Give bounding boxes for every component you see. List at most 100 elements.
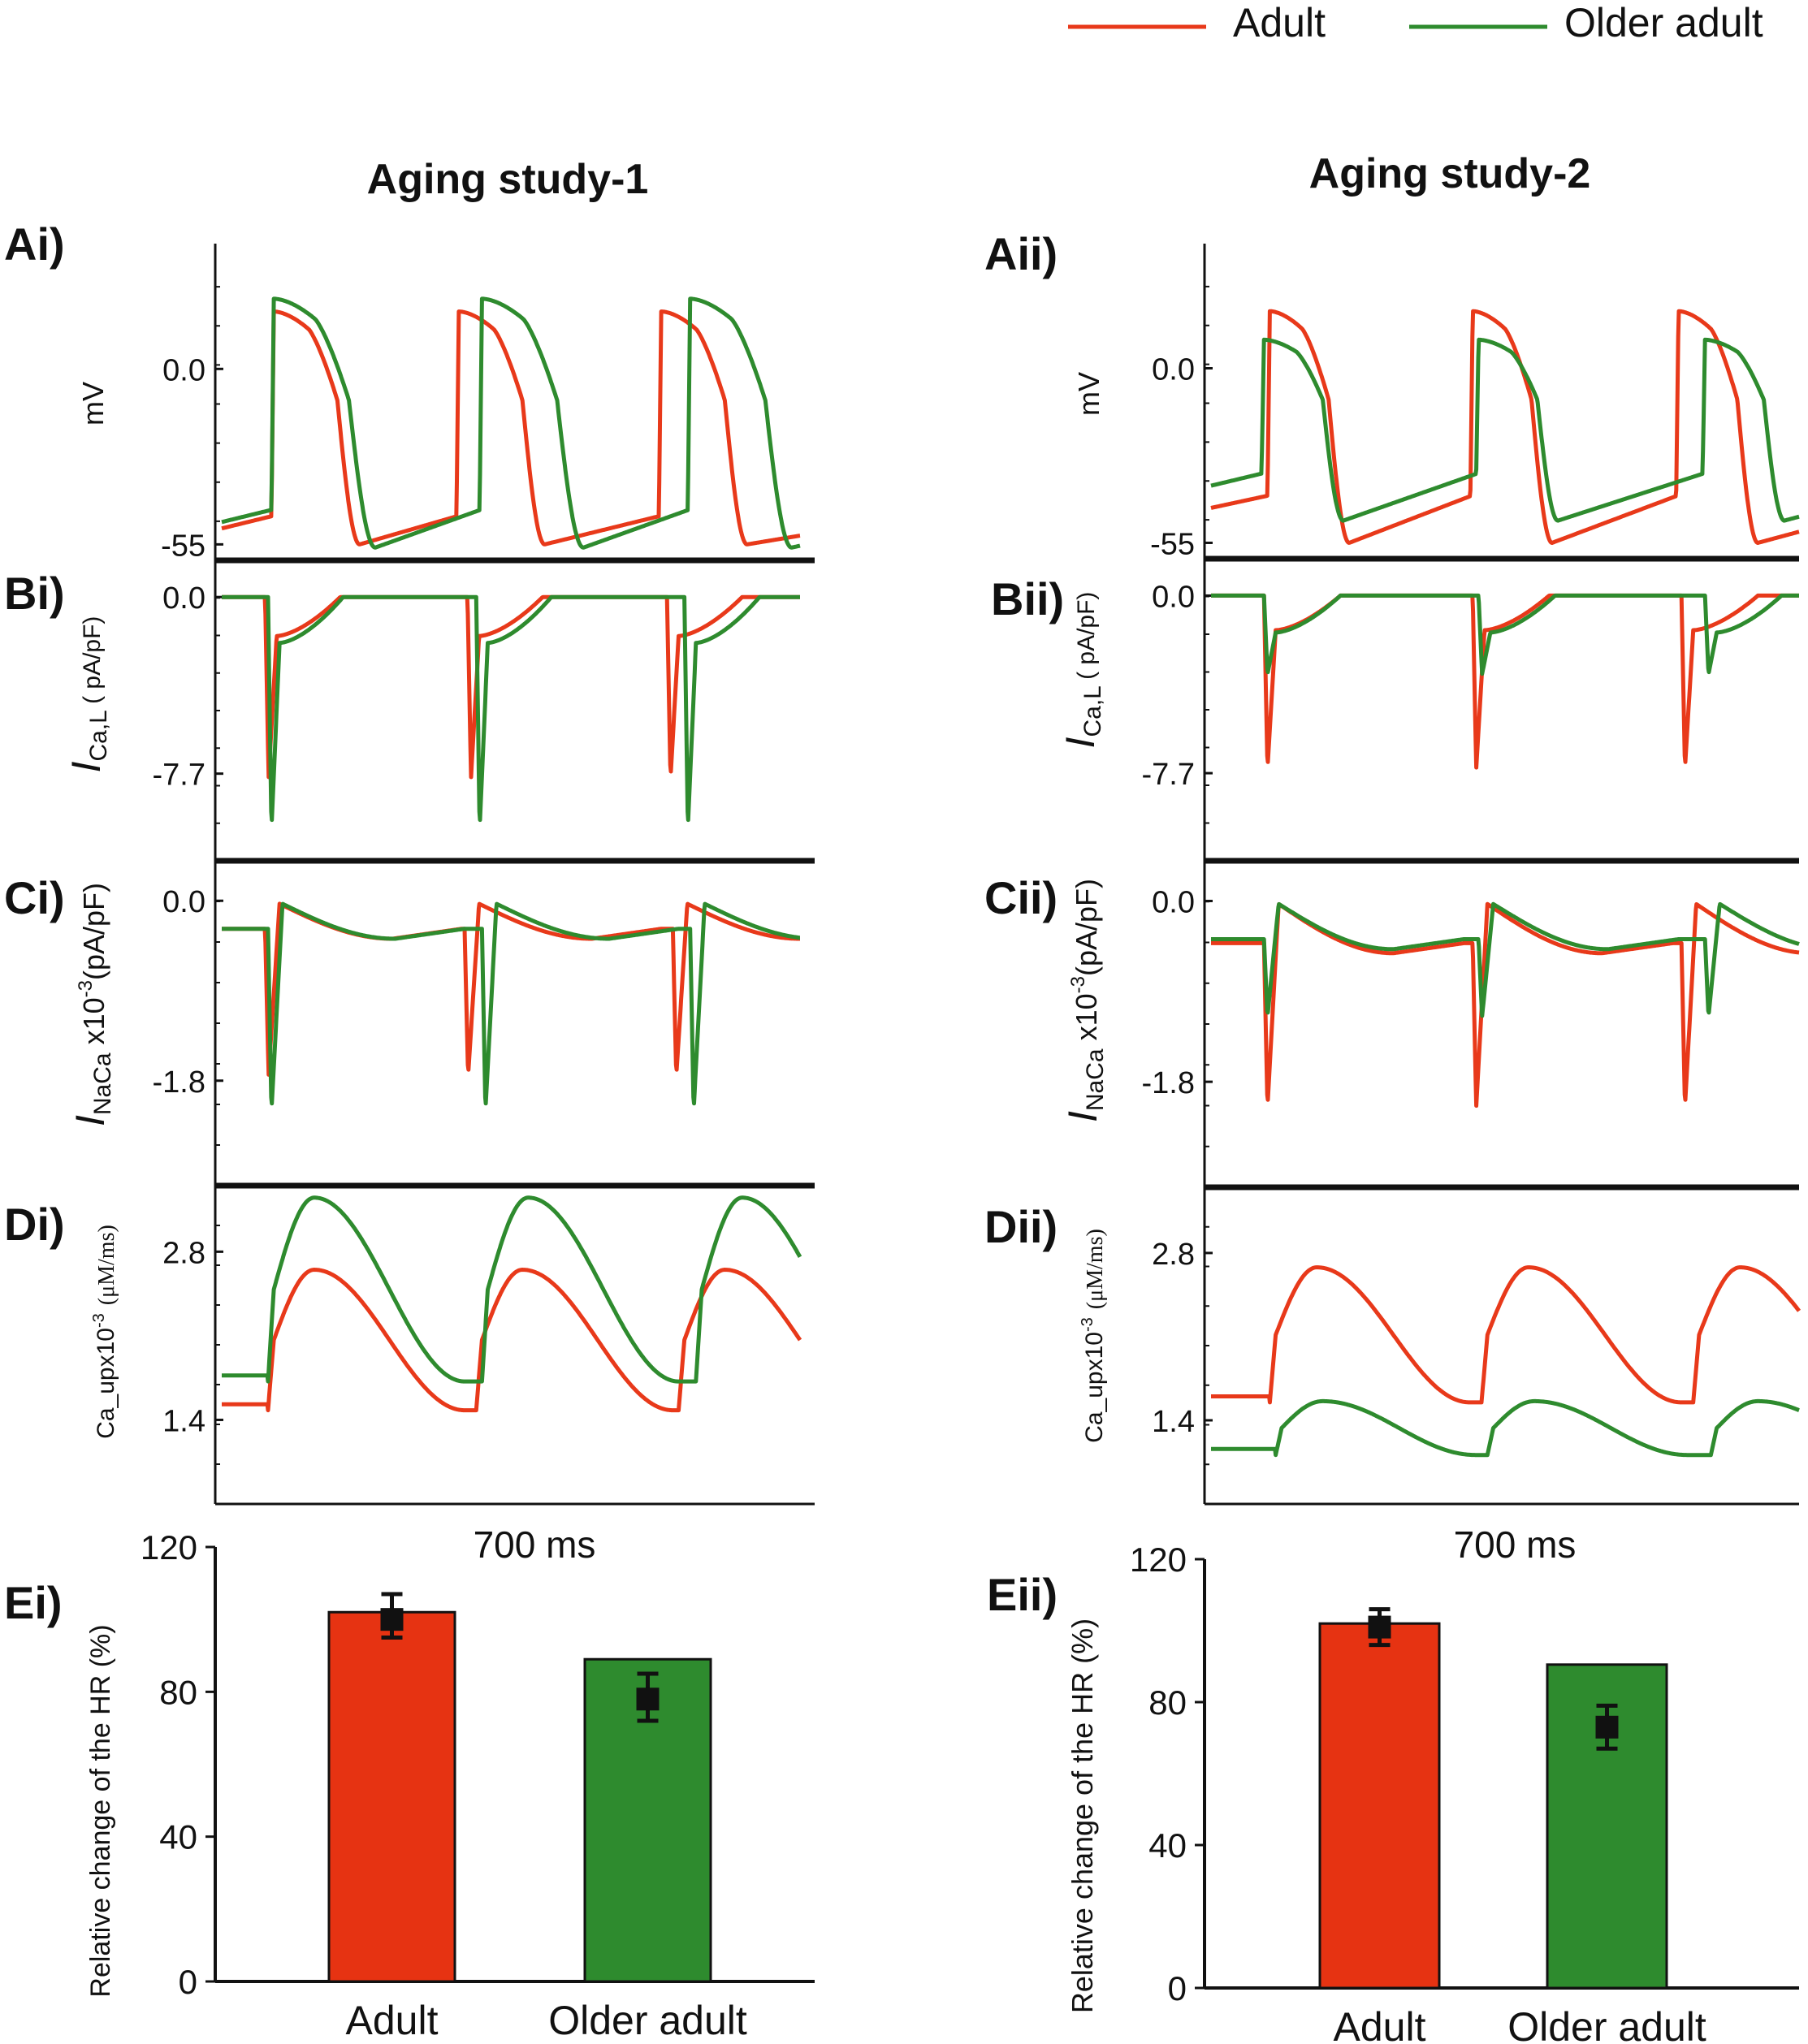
ylabel-Ci-sub: NaCa	[89, 1052, 116, 1115]
tick-label-Cii-1: -1.8	[1142, 1066, 1195, 1100]
tick-label-Aii-1: -55	[1150, 527, 1195, 561]
mean-marker-Eii-1	[1595, 1715, 1619, 1739]
category-label-Eii-0: Adult	[1334, 2004, 1426, 2044]
ylabel-Bi: ICa,L ( pA/pF)	[63, 616, 112, 773]
panel-label-Bii: Bii)	[991, 573, 1064, 624]
series-line-Di-older-adult	[220, 1195, 802, 1384]
ylabel-Bi-unit: ( pA/pF)	[79, 616, 106, 711]
panel-label-Ei: Ei)	[4, 1577, 63, 1628]
tick-label-Bii-1: -7.7	[1142, 758, 1195, 792]
trace-axes	[214, 244, 1799, 1506]
column-title-study-2: Aging study-2	[1309, 150, 1591, 197]
tick-label-Di-1: 1.4	[162, 1404, 205, 1438]
tick-label-Ci-1: -1.8	[153, 1065, 205, 1100]
ylabel-Ci-unit: (pA/pF)	[77, 883, 110, 980]
tick-label-Ei-2: 80	[159, 1673, 197, 1711]
tick-label-Eii-2: 80	[1148, 1683, 1187, 1722]
tick-label-Ei-1: 40	[159, 1818, 197, 1856]
series-line-Cii-older-adult	[1209, 901, 1801, 1018]
bar-Eii-adult	[1318, 1622, 1441, 1990]
series-line-Bi-adult	[220, 594, 802, 780]
mean-marker-Ei-1	[636, 1687, 660, 1711]
series-line-Bii-older-adult	[1209, 593, 1801, 676]
panel-labels: Ai) Bi) Ci) Di) Ei) Aii) Bii) Cii) Dii) …	[4, 218, 1064, 1628]
ylabel-Ai: mV	[76, 382, 110, 426]
legend: Adult Older adult	[1068, 0, 1763, 45]
tick-label-Dii-1: 1.4	[1152, 1405, 1195, 1439]
ylabel-Di-main: Ca_upx10	[93, 1328, 119, 1439]
tick-label-Aii-0: 0.0	[1152, 353, 1195, 387]
time-scale-label-col2: 700 ms	[1454, 1523, 1577, 1566]
panel-label-Eii: Eii)	[987, 1569, 1058, 1620]
tick-label-Eii-0: 0	[1168, 1969, 1187, 2007]
category-label-Ei-1: Older adult	[548, 1998, 747, 2043]
series-line-Ci-adult	[220, 901, 802, 1077]
plot-layer: 0.0 -55 0.0 -55 0.0 -7.7 0.0 -7.7 0.0 -1.8 0.0 -1.8…	[141, 285, 1802, 2044]
ylabel-Di-unit: (μM/ms)	[94, 1225, 119, 1305]
ylabel-Ei: Relative change of the HR (%)	[85, 1624, 116, 1997]
panel-label-Aii: Aii)	[984, 228, 1058, 279]
tick-label-Ai-1: -55	[161, 529, 205, 563]
legend-label-adult: Adult	[1233, 0, 1326, 45]
panel-label-Bi: Bi)	[4, 568, 65, 619]
ylabel-Bii: ICa,L ( pA/pF)	[1058, 592, 1106, 749]
ylabel-Bi-sub: Ca,L	[85, 711, 112, 762]
ylabel-Bii-main: I	[1058, 737, 1103, 748]
tick-label-Eii-3: 120	[1130, 1541, 1187, 1579]
series-line-Bii-adult	[1209, 593, 1801, 770]
column-title-study-1: Aging study-1	[367, 156, 649, 203]
ylabel-Ci-sup: -3	[75, 980, 97, 997]
series-line-Aii-older-adult	[1209, 337, 1801, 523]
ylabel-Cii-mid: x10	[1070, 993, 1103, 1048]
ylabel-Cii-sub: NaCa	[1082, 1048, 1109, 1111]
tick-label-Di-0: 2.8	[162, 1236, 205, 1270]
panel-label-Ci: Ci)	[4, 872, 65, 923]
ylabel-Cii: INaCa x10-3(pA/pF)	[1060, 879, 1109, 1122]
ylabel-Cii-unit: (pA/pF)	[1070, 879, 1103, 976]
mean-marker-Eii-0	[1368, 1615, 1391, 1639]
time-scale-label-col1: 700 ms	[474, 1523, 596, 1566]
ylabel-Di-sup: -3	[90, 1313, 108, 1328]
legend-label-older-adult: Older adult	[1564, 0, 1763, 45]
category-label-Eii-1: Older adult	[1507, 2004, 1706, 2044]
series-line-Dii-older-adult	[1209, 1398, 1801, 1458]
ylabel-Ci-main: I	[67, 1115, 113, 1126]
ylabel-Bii-sub: Ca,L	[1079, 686, 1106, 737]
ylabel-Ci: INaCa x10-3(pA/pF)	[67, 883, 116, 1126]
ylabel-Cii-main: I	[1060, 1111, 1105, 1122]
tick-label-Ai-0: 0.0	[162, 353, 205, 387]
panel-label-Cii: Cii)	[984, 872, 1058, 923]
category-label-Ei-0: Adult	[346, 1998, 439, 2043]
panel-label-Di: Di)	[4, 1199, 65, 1250]
ylabel-Dii: Ca_upx10-3 (μM/ms)	[1079, 1229, 1108, 1443]
series-line-Dii-adult	[1209, 1265, 1802, 1405]
tick-label-Eii-1: 40	[1148, 1826, 1187, 1865]
series-line-Ai-older-adult	[220, 296, 802, 550]
panel-label-Dii: Dii)	[984, 1201, 1058, 1252]
mean-marker-Ei-0	[380, 1608, 404, 1631]
panel-label-Ai: Ai)	[4, 218, 65, 270]
tick-label-Ei-0: 0	[179, 1963, 197, 2001]
ylabel-Dii-sup: -3	[1079, 1317, 1096, 1332]
series-line-Aii-adult	[1209, 309, 1801, 545]
tick-label-Bi-0: 0.0	[162, 581, 205, 616]
ylabel-Cii-sup: -3	[1067, 976, 1089, 993]
series-line-Di-adult	[220, 1268, 802, 1413]
tick-label-Bi-1: -7.7	[153, 758, 205, 793]
ylabel-Bi-main: I	[63, 761, 109, 772]
series-line-Bi-older-adult	[220, 594, 802, 823]
series-line-Ai-adult	[220, 309, 802, 547]
ylabel-Ci-mid: x10	[77, 997, 110, 1052]
series-line-Ci-older-adult	[220, 901, 802, 1106]
tick-label-Bii-0: 0.0	[1152, 580, 1195, 614]
tick-label-Ei-3: 120	[141, 1528, 197, 1566]
ylabel-Dii-unit: (μM/ms)	[1083, 1229, 1108, 1309]
ylabel-Eii: Relative change of the HR (%)	[1066, 1618, 1099, 2013]
ylabel-Di: Ca_upx10-3 (μM/ms)	[90, 1225, 119, 1439]
tick-label-Dii-0: 2.8	[1152, 1238, 1195, 1272]
ylabel-Aii: mV	[1072, 372, 1105, 416]
tick-label-Cii-0: 0.0	[1152, 885, 1195, 919]
tick-label-Ci-0: 0.0	[162, 885, 205, 919]
ylabel-Bii-unit: ( pA/pF)	[1073, 592, 1100, 687]
